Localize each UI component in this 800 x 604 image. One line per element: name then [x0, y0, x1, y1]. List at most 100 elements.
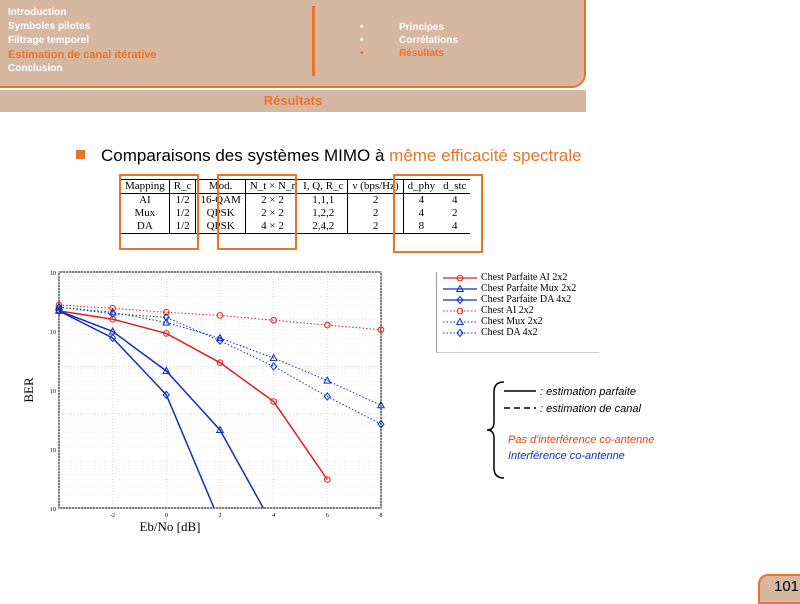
nav-subsection-label: Corrélations — [399, 35, 458, 46]
table-cell: 4 × 2 — [244, 220, 300, 234]
blue-label: Interférence co-antenne — [508, 450, 625, 462]
slide-title: Résultats — [263, 93, 323, 108]
series-line-0 — [59, 310, 328, 481]
highlight-efficiency-box — [393, 174, 483, 253]
table-cell: 16-QAM — [195, 193, 246, 207]
legend-swatch — [443, 307, 477, 315]
y-axis-label: BER — [21, 377, 36, 403]
table-cell: QPSK — [195, 220, 246, 234]
legend-marker — [456, 274, 464, 282]
highlight-modulation-box — [217, 174, 297, 250]
data-point — [162, 312, 170, 322]
legend-label: Chest AI 2x2 — [481, 305, 534, 316]
red-label: Pas d'interférence co-antenne — [508, 434, 655, 446]
nav-section-symboles-pilotes[interactable]: Symboles pilotes — [8, 21, 91, 32]
data-point — [270, 398, 277, 405]
bullet-dot: • — [360, 35, 364, 46]
data-point — [215, 425, 225, 433]
table-row: Mux 1/2 QPSK 2 × 2 1,2,2 2 4 2 — [121, 207, 470, 220]
brace-icon — [486, 381, 505, 479]
solid-line-label: : estimation parfaite — [540, 386, 636, 398]
page-number: 101 — [774, 578, 800, 595]
data-point — [216, 312, 224, 319]
series-line-4 — [59, 306, 381, 406]
legend-swatch — [443, 284, 477, 292]
nav-subsection-label: Principes — [399, 22, 445, 33]
subsection-nav: • Principes • Corrélations • Résultats — [360, 21, 458, 60]
bullet-dot: • — [360, 22, 364, 33]
data-point — [163, 309, 170, 316]
nav-subsection-label: Résultats — [399, 48, 445, 59]
mimo-comparison-table: Mapping R_c Mod. N_t × N_r I, Q, R_c ν (… — [121, 179, 471, 234]
legend-marker — [456, 295, 464, 305]
table-header: I, Q, R_c — [303, 180, 344, 192]
y-tick-label: 10 — [50, 389, 56, 395]
data-point — [215, 333, 225, 341]
data-point — [162, 390, 170, 400]
legend-marker — [456, 307, 464, 315]
square-bullet-icon — [76, 150, 85, 159]
table-header: N_t × N_r — [244, 179, 300, 194]
data-point — [54, 306, 64, 314]
legend-label: Chest Mux 2x2 — [481, 316, 543, 327]
x-tick-label: 8 — [380, 513, 383, 519]
x-tick-label: 6 — [326, 513, 329, 519]
table-cell: Mux — [134, 207, 156, 219]
data-point — [55, 301, 63, 309]
series-line-2 — [59, 310, 215, 508]
table-header: ν (bps/Hz) — [347, 179, 404, 194]
data-point — [323, 376, 332, 384]
nav-subsection-resultats[interactable]: • Résultats — [360, 47, 458, 60]
series-line-5 — [59, 306, 381, 425]
table-cell: 4 — [402, 193, 440, 207]
ber-chart: -2 0 2 4 6 8 10 10 10 10 10 Eb/No [dB] BER — [21, 271, 386, 534]
data-point — [324, 321, 331, 329]
table-cell: 1,1,1 — [312, 194, 335, 206]
chart-legend: Chest Parfaite AI 2x2 Chest Parfaite Mux … — [436, 272, 599, 353]
highlight-mapping-box — [119, 174, 199, 250]
table-row: DA 1/2 QPSK 4 × 2 2,4,2 2 8 4 — [121, 220, 471, 234]
legend-entry: Chest Mux 2x2 — [437, 316, 599, 327]
legend-label: Chest Parfaite Mux 2x2 — [481, 283, 577, 294]
slide-title-bar: Résultats — [0, 90, 586, 112]
table-cell: 2 × 2 — [244, 193, 300, 207]
nav-section-filtrage-temporel[interactable]: Filtrage temporel — [8, 35, 90, 46]
x-tick-label: 4 — [272, 513, 275, 519]
data-point — [109, 333, 117, 343]
x-tick-label: 2 — [219, 513, 222, 519]
legend-label: Chest DA 4x2 — [481, 327, 538, 338]
data-point — [162, 317, 171, 326]
table-cell: 4 — [402, 207, 440, 220]
nav-separator — [312, 6, 315, 76]
legend-entry: Chest DA 4x2 — [437, 327, 599, 338]
data-point — [376, 400, 386, 409]
legend-swatch — [443, 295, 477, 305]
table-cell: 2 — [347, 207, 404, 220]
table-header-row: Mapping R_c Mod. N_t × N_r I, Q, R_c ν (… — [121, 179, 471, 194]
nav-section-estimation-iterative[interactable]: Estimation de canal itérative — [8, 49, 157, 61]
data-point — [216, 359, 224, 366]
navigation-header: Introduction Symboles pilotes Filtrage t… — [0, 0, 586, 88]
data-point — [109, 309, 117, 319]
data-point — [270, 362, 278, 371]
table-cell: 1,2,2 — [312, 207, 335, 219]
table-cell: 2 × 2 — [244, 207, 300, 220]
nav-section-introduction[interactable]: Introduction — [8, 7, 67, 18]
nav-subsection-correlations[interactable]: • Corrélations — [360, 34, 458, 47]
section-nav: Introduction Symboles pilotes Filtrage t… — [8, 6, 308, 76]
nav-subsection-principes[interactable]: • Principes — [360, 21, 458, 34]
bullet-dot: • — [360, 48, 364, 59]
data-point — [269, 353, 278, 362]
table-header: d_stc — [443, 180, 467, 192]
nav-section-conclusion[interactable]: Conclusion — [8, 63, 63, 74]
table-cell: 1/2 — [168, 207, 196, 220]
table-cell: QPSK — [195, 207, 246, 220]
dashed-line-label: : estimation de canal — [540, 403, 641, 415]
legend-swatch — [443, 274, 477, 282]
data-point — [54, 302, 64, 311]
table-cell: AI — [139, 194, 151, 206]
bullet-point: Comparaisons des systèmes MIMO à même ef… — [76, 146, 582, 166]
legend-marker — [455, 317, 465, 325]
table-cell: 2,4,2 — [312, 220, 335, 232]
table-row: AI 1/2 16-QAM 2 × 2 1,1,1 2 4 4 — [121, 193, 470, 207]
